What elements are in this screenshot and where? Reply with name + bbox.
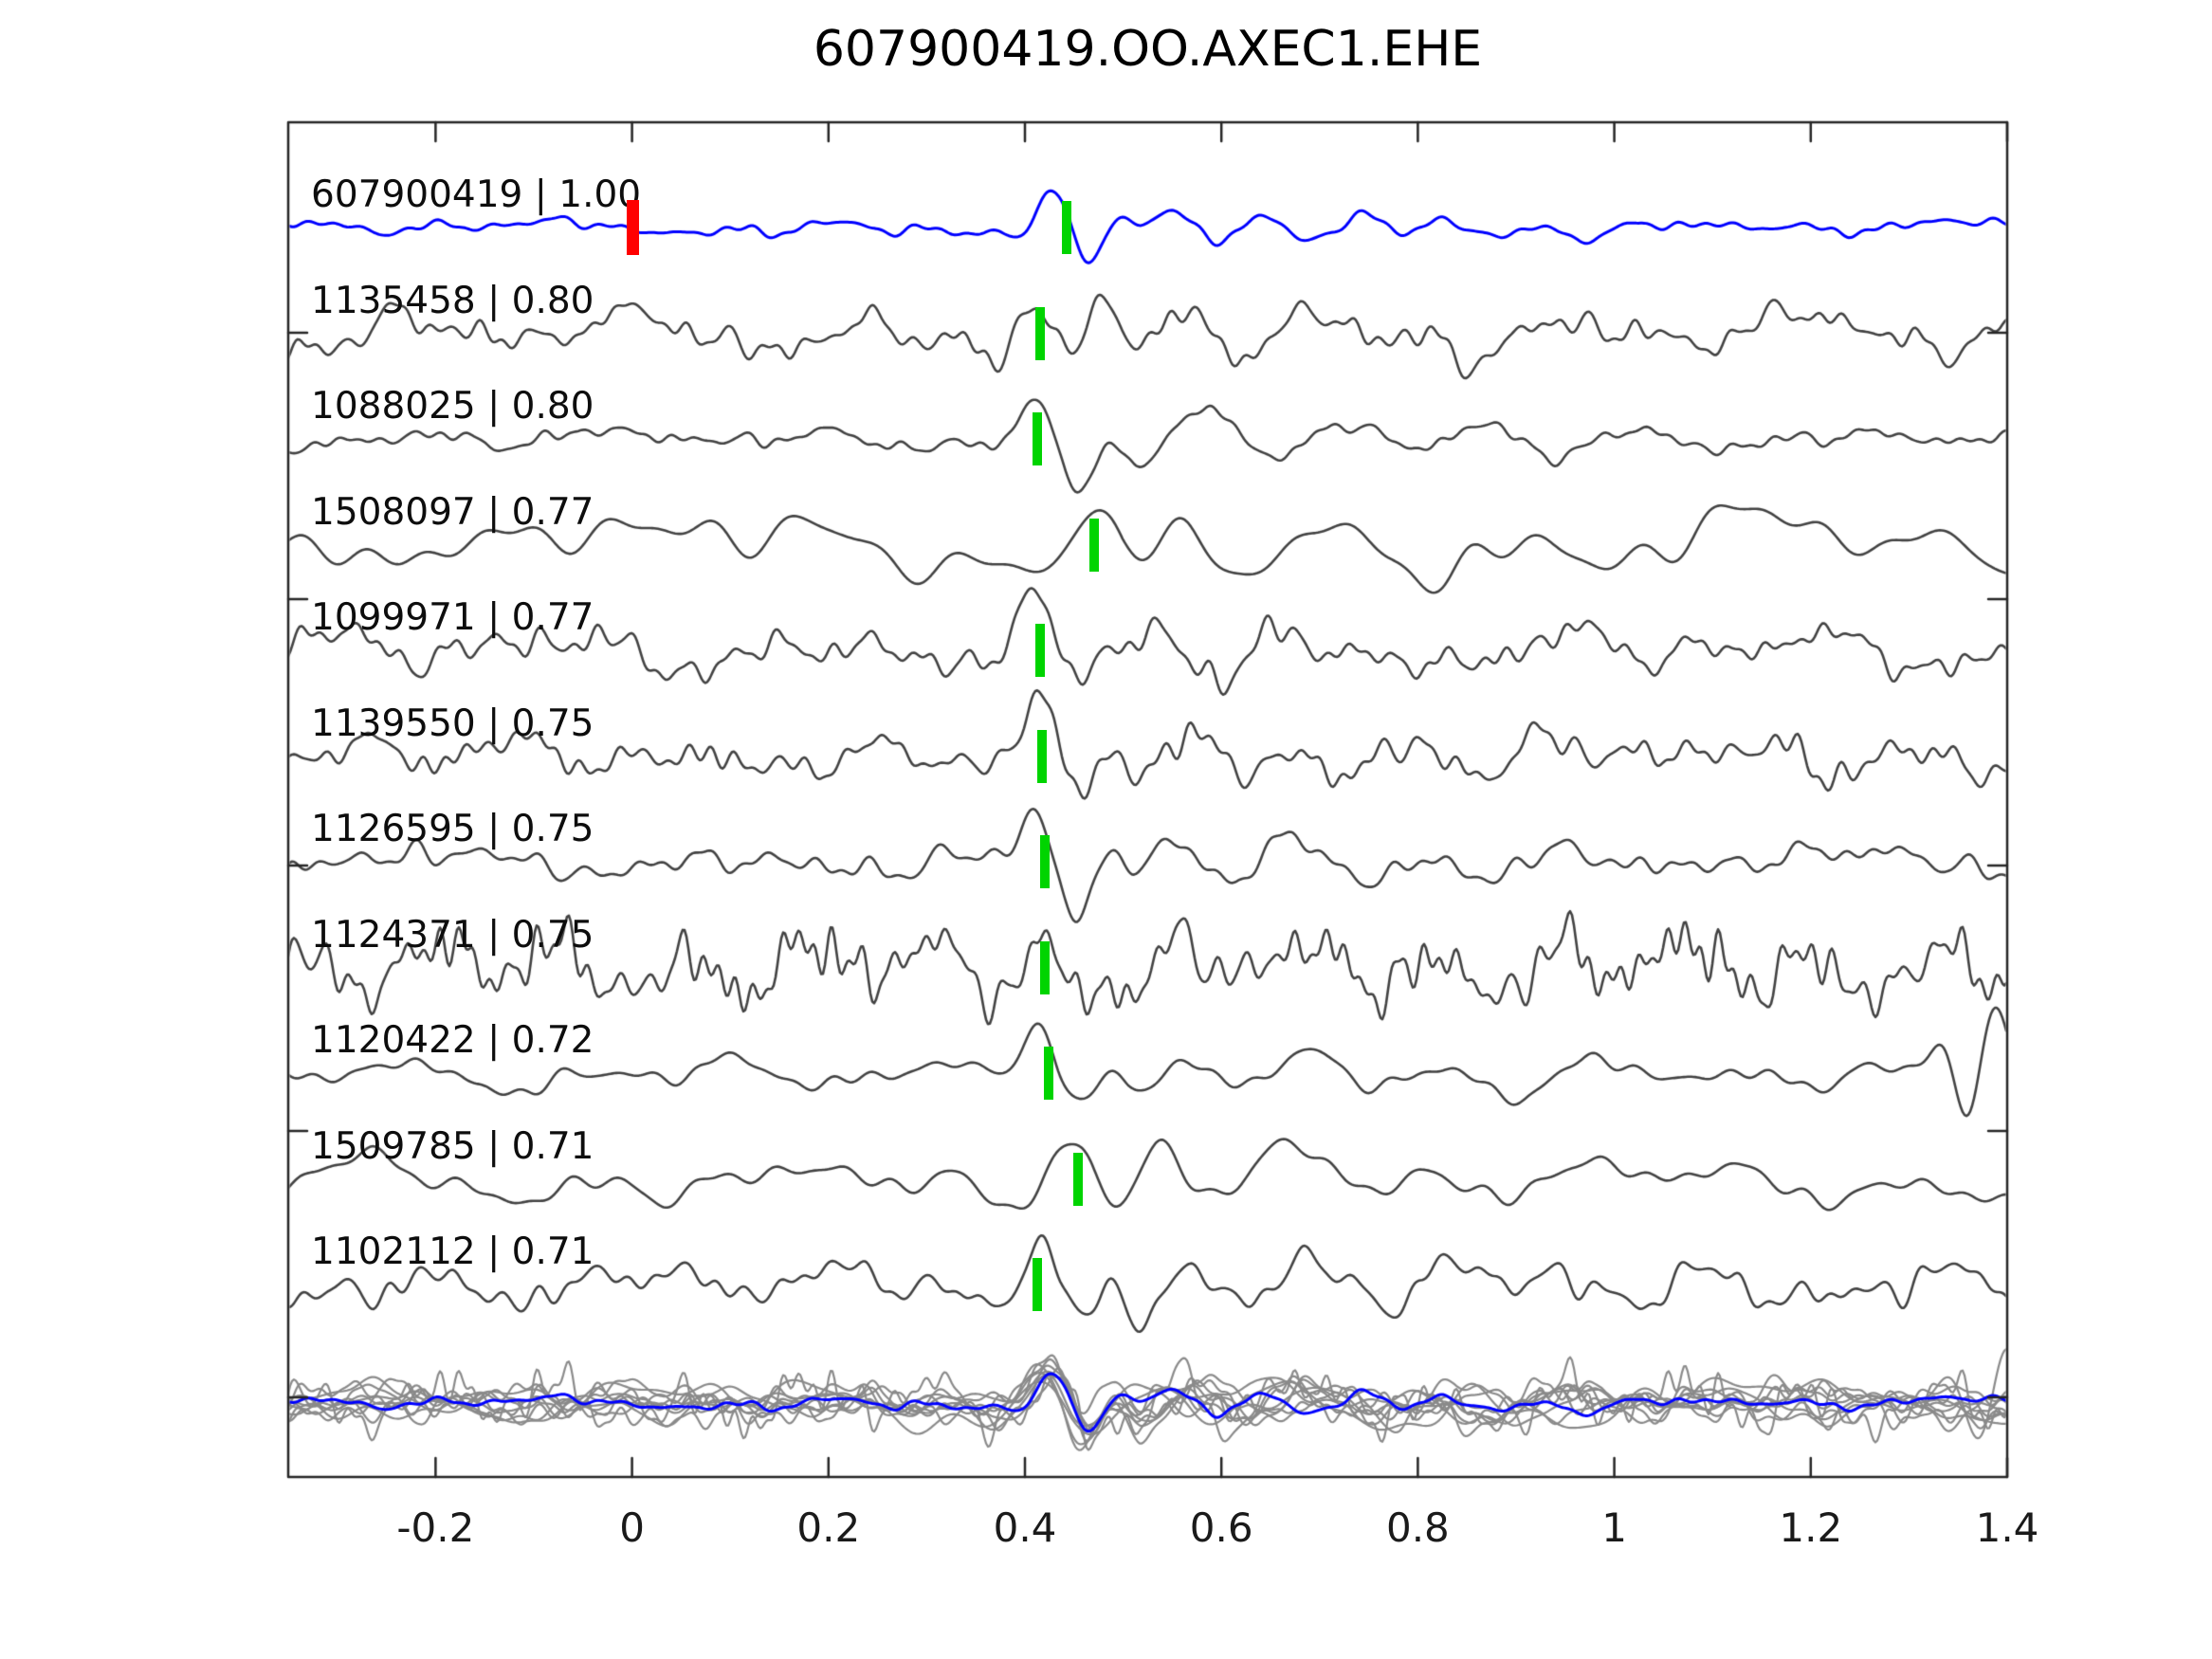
pick-marker-green [1088,518,1099,572]
pick-marker-green [1043,1047,1053,1100]
trace-label: 1124371 | 0.75 [311,913,594,957]
x-tick-label: -0.2 [396,1504,475,1551]
pick-marker-green [1034,624,1045,677]
pick-marker-green [1036,729,1047,783]
trace-label: 1139550 | 0.75 [311,702,594,745]
x-tick-label: 1 [1601,1504,1627,1551]
trace-label: 1088025 | 0.80 [311,385,594,428]
x-tick-label: 0.4 [993,1504,1057,1551]
pick-marker-green [1061,201,1071,254]
x-tick-label: 1.2 [1779,1504,1843,1551]
x-tick-label: 0 [619,1504,645,1551]
trace-label: 1508097 | 0.77 [311,490,594,534]
x-tick-label: 0.8 [1385,1504,1450,1551]
trace-label: 607900419 | 1.00 [311,173,642,216]
pick-marker-green [1039,835,1050,888]
x-tick-label: 0.6 [1189,1504,1253,1551]
trace-label: 1102112 | 0.71 [311,1231,594,1273]
pick-marker-green [1034,306,1045,360]
pick-marker-green [1072,1152,1083,1206]
x-tick-label: 1.4 [1975,1504,2039,1551]
trace-label: 1135458 | 0.80 [311,279,594,322]
trace-label: 1126595 | 0.75 [311,808,594,850]
trace-label: 1120422 | 0.72 [311,1019,594,1062]
pick-marker-green [1039,940,1050,994]
trace-label: 1509785 | 0.71 [311,1124,594,1168]
plot-title: 607900419.OO.AXEC1.EHE [813,21,1483,78]
trace-label: 1099971 | 0.77 [311,596,594,639]
x-tick-label: 0.2 [796,1504,861,1551]
pick-marker-green [1033,1258,1043,1311]
origin-marker-red [626,200,639,255]
pick-marker-green [1033,412,1043,465]
